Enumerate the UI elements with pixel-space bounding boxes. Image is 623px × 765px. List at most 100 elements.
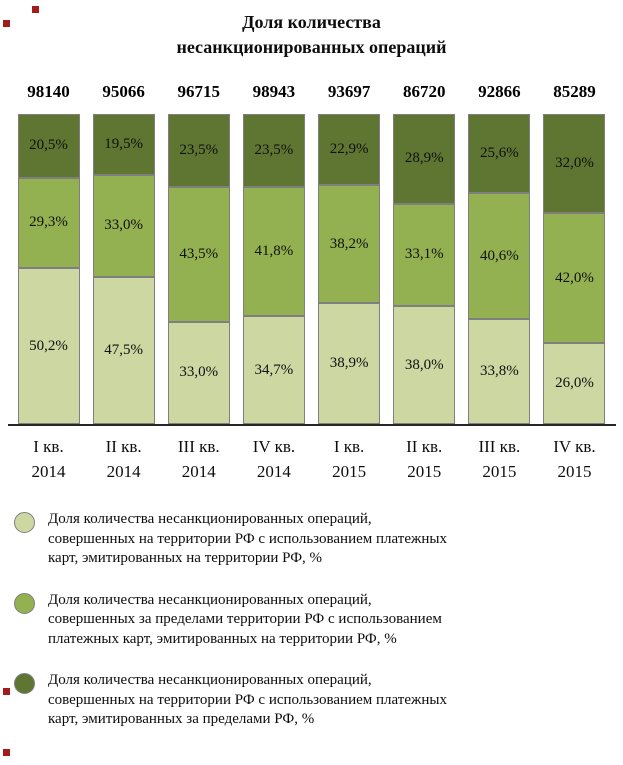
x-axis-label: II кв. 2014 (93, 434, 155, 484)
x-axis-label: II кв. 2015 (393, 434, 455, 484)
bar-segment: 28,9% (393, 114, 456, 204)
x-axis-label-year: 2015 (332, 462, 367, 482)
bar-column: 86720 28,9% 33,1% 38,0% (393, 82, 456, 424)
segment-value-label: 38,9% (329, 355, 369, 372)
stacked-bar: 25,6% 40,6% 33,8% (468, 114, 531, 425)
bar-column: 93697 22,9% 38,2% 38,9% (318, 82, 381, 424)
x-axis-label: I кв. 2015 (318, 434, 380, 484)
legend-label: Доля количества несанкционированных опер… (48, 591, 442, 647)
stacked-bar: 28,9% 33,1% 38,0% (393, 114, 456, 424)
bar-segment: 26,0% (543, 343, 606, 424)
margin-mark-icon (32, 6, 39, 13)
segment-value-label: 38,0% (404, 356, 444, 373)
stacked-bar-chart: 98140 20,5% 29,3% 50,2% 95066 19,5% 33,0% 47,5%… (7, 82, 616, 484)
segment-value-label: 41,8% (254, 243, 294, 260)
legend-item: Доля количества несанкционированных опер… (14, 671, 623, 730)
x-axis-label: IV кв. 2015 (543, 434, 605, 484)
bar-total-label: 98140 (27, 82, 70, 101)
x-axis-label: IV кв. 2014 (243, 434, 305, 484)
x-axis-label: I кв. 2014 (18, 434, 80, 484)
chart-title: Доля количества несанкционированных опер… (0, 0, 623, 60)
x-axis-label-quarter: I кв. (33, 437, 64, 457)
bar-total-label: 85289 (553, 82, 596, 101)
bar-segment: 43,5% (167, 186, 230, 322)
bar-segment: 38,2% (318, 185, 381, 304)
chart-title-line1: Доля количества (242, 12, 381, 32)
x-axis-line (7, 424, 616, 427)
bar-total-label: 86720 (402, 82, 446, 101)
segment-value-label: 42,0% (555, 269, 594, 286)
segment-value-label: 22,9% (329, 141, 369, 157)
legend-label: Доля количества несанкционированных опер… (48, 672, 447, 728)
stacked-bar: 23,5% 41,8% 34,7% (242, 114, 305, 425)
segment-value-label: 19,5% (104, 135, 144, 152)
bars-row: 98140 20,5% 29,3% 50,2% 95066 19,5% 33,0% 47,5%… (8, 82, 616, 425)
bar-segment: 33,0% (167, 321, 230, 424)
segment-value-label: 43,5% (179, 245, 219, 262)
x-axis-label: III кв. 2014 (168, 434, 230, 484)
segment-value-label: 25,6% (479, 145, 519, 162)
bar-segment: 32,0% (543, 114, 606, 214)
bar-segment: 23,5% (167, 114, 230, 187)
x-axis-label-year: 2014 (31, 462, 66, 482)
x-axis-label-quarter: IV кв. (252, 437, 296, 457)
x-axis-label-year: 2015 (482, 462, 517, 482)
segment-value-label: 38,2% (329, 235, 369, 252)
segment-value-label: 47,5% (104, 341, 144, 358)
bar-segment: 33,1% (393, 203, 456, 307)
segment-value-label: 20,5% (29, 137, 68, 154)
segment-value-label: 23,5% (254, 141, 294, 158)
bar-segment: 33,8% (468, 319, 531, 425)
bar-total-label: 93697 (327, 82, 371, 101)
bar-segment: 34,7% (242, 316, 305, 425)
bar-column: 85289 32,0% 42,0% 26,0% (543, 82, 606, 424)
stacked-bar: 23,5% 43,5% 33,0% (167, 114, 230, 424)
legend-color-swatch-icon (14, 592, 35, 614)
x-axis-label-year: 2014 (256, 462, 291, 482)
segment-value-label: 34,7% (254, 361, 294, 378)
x-axis-label: III кв. 2015 (468, 434, 530, 484)
segment-value-label: 32,0% (555, 155, 594, 172)
bar-segment: 29,3% (17, 177, 80, 269)
bar-total-label: 96715 (177, 82, 221, 101)
x-axis-label-year: 2014 (106, 462, 141, 482)
bar-segment: 19,5% (92, 114, 155, 175)
bar-segment: 41,8% (242, 186, 305, 317)
x-axis-labels: I кв. 2014 II кв. 2014 III кв. 2014 IV кв. 2014… (8, 434, 616, 484)
bar-column: 98140 20,5% 29,3% 50,2% (17, 82, 80, 424)
stacked-bar: 20,5% 29,3% 50,2% (17, 114, 80, 424)
x-axis-label-quarter: III кв. (177, 437, 220, 457)
segment-value-label: 33,8% (479, 363, 519, 380)
segment-value-label: 28,9% (404, 150, 444, 167)
margin-mark-icon (3, 20, 10, 27)
bar-segment: 23,5% (242, 114, 305, 187)
bar-column: 96715 23,5% 43,5% 33,0% (167, 82, 230, 424)
bar-segment: 40,6% (468, 193, 531, 320)
x-axis-label-quarter: IV кв. (553, 437, 596, 457)
x-axis-label-quarter: II кв. (105, 437, 142, 457)
bar-column: 92866 25,6% 40,6% 33,8% (468, 82, 531, 425)
x-axis-label-quarter: III кв. (478, 437, 521, 457)
bar-segment: 38,0% (393, 306, 456, 424)
segment-value-label: 50,2% (29, 337, 68, 354)
legend-color-swatch-icon (14, 673, 35, 695)
stacked-bar: 19,5% 33,0% 47,5% (92, 114, 155, 425)
x-axis-label-quarter: I кв. (333, 437, 365, 457)
segment-value-label: 33,0% (104, 217, 144, 234)
bar-segment: 20,5% (17, 114, 80, 178)
segment-value-label: 29,3% (29, 214, 68, 231)
bar-total-label: 98943 (252, 82, 296, 101)
margin-mark-icon (3, 749, 10, 756)
bar-segment: 47,5% (92, 276, 155, 425)
segment-value-label: 23,5% (179, 141, 219, 158)
legend-label: Доля количества несанкционированных опер… (48, 511, 447, 567)
bar-total-label: 95066 (102, 82, 145, 101)
bar-segment: 25,6% (468, 114, 531, 194)
stacked-bar: 22,9% 38,2% 38,9% (318, 114, 381, 424)
segment-value-label: 33,0% (179, 364, 219, 381)
segment-value-label: 33,1% (404, 246, 444, 263)
margin-mark-icon (3, 688, 10, 695)
legend-item: Доля количества несанкционированных опер… (14, 510, 623, 569)
legend-color-swatch-icon (14, 512, 35, 534)
stacked-bar: 32,0% 42,0% 26,0% (543, 114, 606, 424)
